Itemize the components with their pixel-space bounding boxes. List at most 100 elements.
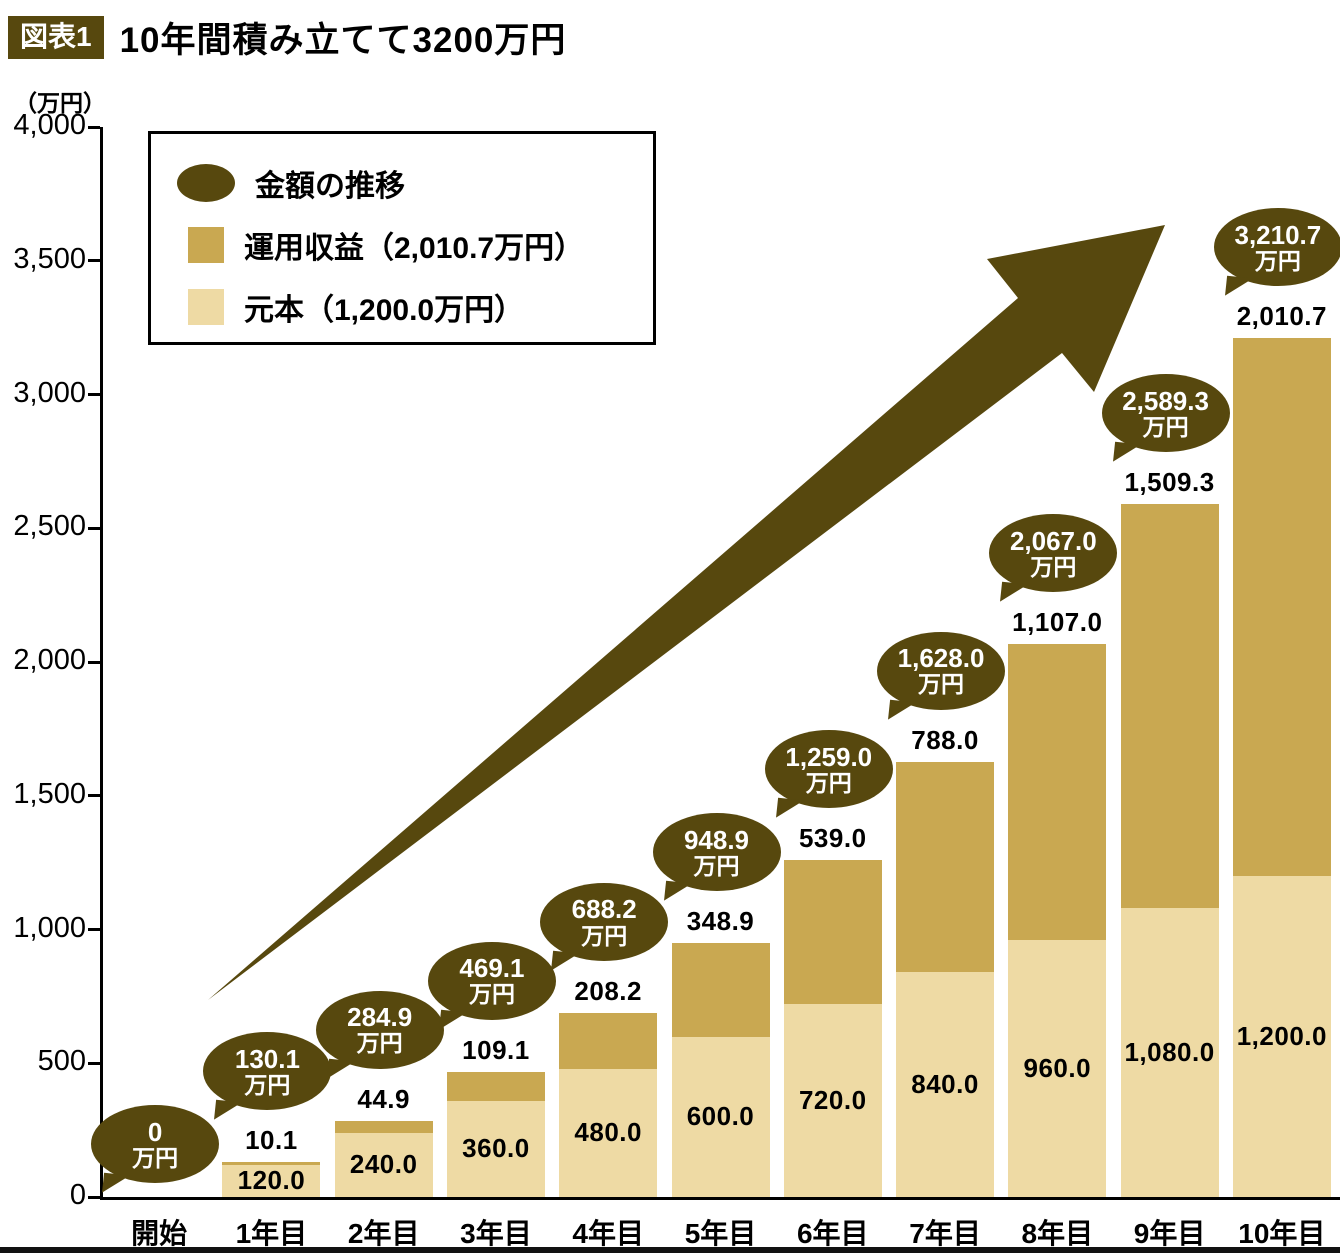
bar-segment-returns <box>896 761 995 973</box>
total-bubble: 948.9 万円 <box>652 813 781 892</box>
principal-value-label: 960.0 <box>1023 1052 1092 1083</box>
total-bubble: 469.1 万円 <box>427 941 556 1020</box>
bubble-unit: 万円 <box>1142 413 1189 440</box>
x-category-label: 4年目 <box>572 1218 644 1249</box>
bar-segment-principal <box>446 1100 545 1197</box>
bubble-value: 688.2 <box>571 894 637 925</box>
legend-item-total: 金額の推移 <box>177 154 653 212</box>
bubble-value: 2,589.3 <box>1122 385 1209 416</box>
total-bubble: 2,589.3 万円 <box>1101 374 1230 453</box>
bubble-value: 1,259.0 <box>785 741 873 772</box>
total-bubble: 2,067.0 万円 <box>989 514 1118 593</box>
bubble-unit: 万円 <box>1254 247 1301 274</box>
y-tick-mark <box>88 125 100 129</box>
total-bubble: 130.1 万円 <box>203 1032 332 1111</box>
bubble-value: 2,067.0 <box>1009 525 1097 556</box>
bubble-value: 948.9 <box>683 824 750 855</box>
legend: 金額の推移 運用収益（2,010.7万円） 元本（1,200.0万円） <box>148 131 656 345</box>
y-tick-mark <box>88 526 100 530</box>
x-category-label: 3年目 <box>460 1218 532 1249</box>
y-tick-label: 2,000 <box>13 644 86 676</box>
principal-value-label: 720.0 <box>798 1084 867 1115</box>
total-bubble: 1,628.0 万円 <box>877 631 1006 710</box>
bubble-unit: 万円 <box>693 852 740 879</box>
y-tick-label: 3,000 <box>13 376 86 409</box>
bar-segment-returns <box>334 1120 433 1133</box>
y-tick-mark <box>88 259 100 263</box>
legend-label-principal: 元本（1,200.0万円） <box>244 294 525 327</box>
y-tick-label: 3,500 <box>13 242 86 275</box>
bubble-unit: 万円 <box>918 671 965 698</box>
bar-segment-principal <box>222 1164 321 1197</box>
returns-value-label: 539.0 <box>798 823 867 854</box>
bar-segment-principal <box>334 1132 433 1197</box>
bar-segment-principal <box>559 1068 658 1197</box>
legend-gold-square-icon <box>188 227 224 263</box>
bubble-value: 1,628.0 <box>897 643 985 674</box>
x-category-label: 2年目 <box>347 1218 420 1249</box>
bar-segment-principal <box>1232 876 1331 1197</box>
y-tick-mark <box>88 1195 100 1199</box>
principal-value-label: 240.0 <box>349 1148 418 1179</box>
returns-value-label: 348.9 <box>686 906 755 937</box>
total-bubble: 1,259.0 万円 <box>764 730 893 809</box>
x-category-label: 9年目 <box>1133 1218 1206 1249</box>
x-axis-line <box>100 1197 1340 1200</box>
returns-value-label: 1,107.0 <box>1012 607 1103 638</box>
bubble-value: 0 <box>147 1116 163 1147</box>
returns-value-label: 10.1 <box>245 1125 298 1156</box>
principal-value-label: 120.0 <box>237 1164 306 1195</box>
figure-number-badge: 図表1 <box>8 16 104 59</box>
x-category-label: 8年目 <box>1021 1218 1094 1249</box>
y-tick-label: 1,500 <box>13 777 86 810</box>
bar-segment-returns <box>446 1071 545 1101</box>
bar-segment-returns <box>671 943 770 1037</box>
figure-title: 10年間積み立てて3200万円 <box>119 21 567 60</box>
bar-segment-returns <box>222 1162 321 1165</box>
total-bubble: 284.9 万円 <box>315 990 444 1069</box>
bubble-unit: 万円 <box>468 981 515 1008</box>
returns-value-label: 208.2 <box>574 975 642 1006</box>
returns-value-label: 1,509.3 <box>1124 467 1215 498</box>
x-category-label: 10年目 <box>1238 1218 1326 1249</box>
bar-segment-returns <box>559 1012 658 1069</box>
y-tick-label: 1,000 <box>13 911 86 944</box>
returns-value-label: 788.0 <box>911 724 979 755</box>
x-category-label: 1年目 <box>235 1218 308 1249</box>
bubble-unit: 万円 <box>356 1030 403 1057</box>
principal-value-label: 480.0 <box>574 1116 642 1147</box>
total-bubble: 3,210.7 万円 <box>1213 208 1340 287</box>
bar-segment-returns <box>1232 338 1331 876</box>
legend-ellipse-icon <box>177 164 235 202</box>
principal-value-label: 600.0 <box>686 1100 755 1131</box>
total-bubble: 688.2 万円 <box>540 882 669 961</box>
legend-label-returns: 運用収益（2,010.7万円） <box>244 232 585 265</box>
x-category-label: 7年目 <box>909 1218 981 1249</box>
bubble-unit: 万円 <box>581 922 628 949</box>
y-tick-mark <box>88 660 100 664</box>
returns-value-label: 2,010.7 <box>1236 301 1327 332</box>
total-bubble: 0 万円 <box>91 1105 220 1183</box>
x-category-label: 開始 <box>131 1218 188 1249</box>
figure-header: 図表1 10年間積み立てて3200万円 <box>8 12 566 63</box>
bubble-unit: 万円 <box>132 1144 179 1171</box>
legend-item-returns: 運用収益（2,010.7万円） <box>177 216 653 274</box>
returns-value-label: 44.9 <box>357 1083 410 1114</box>
principal-value-label: 360.0 <box>462 1132 530 1163</box>
bottom-divider <box>0 1247 1340 1253</box>
bar-segment-principal <box>783 1004 882 1197</box>
bar-segment-returns <box>1120 504 1219 909</box>
bubble-value: 284.9 <box>347 1002 413 1033</box>
y-tick-label: 500 <box>37 1045 86 1078</box>
x-category-label: 6年目 <box>796 1218 869 1249</box>
bar-segment-returns <box>783 860 882 1005</box>
y-axis-unit-label: （万円） <box>14 90 106 116</box>
x-category-label: 5年目 <box>684 1218 757 1249</box>
legend-label-total: 金額の推移 <box>255 170 405 203</box>
bar-segment-principal <box>896 972 995 1197</box>
principal-value-label: 840.0 <box>911 1068 979 1099</box>
returns-value-label: 109.1 <box>462 1034 530 1065</box>
bubble-value: 3,210.7 <box>1234 219 1322 250</box>
y-tick-mark <box>88 928 100 931</box>
